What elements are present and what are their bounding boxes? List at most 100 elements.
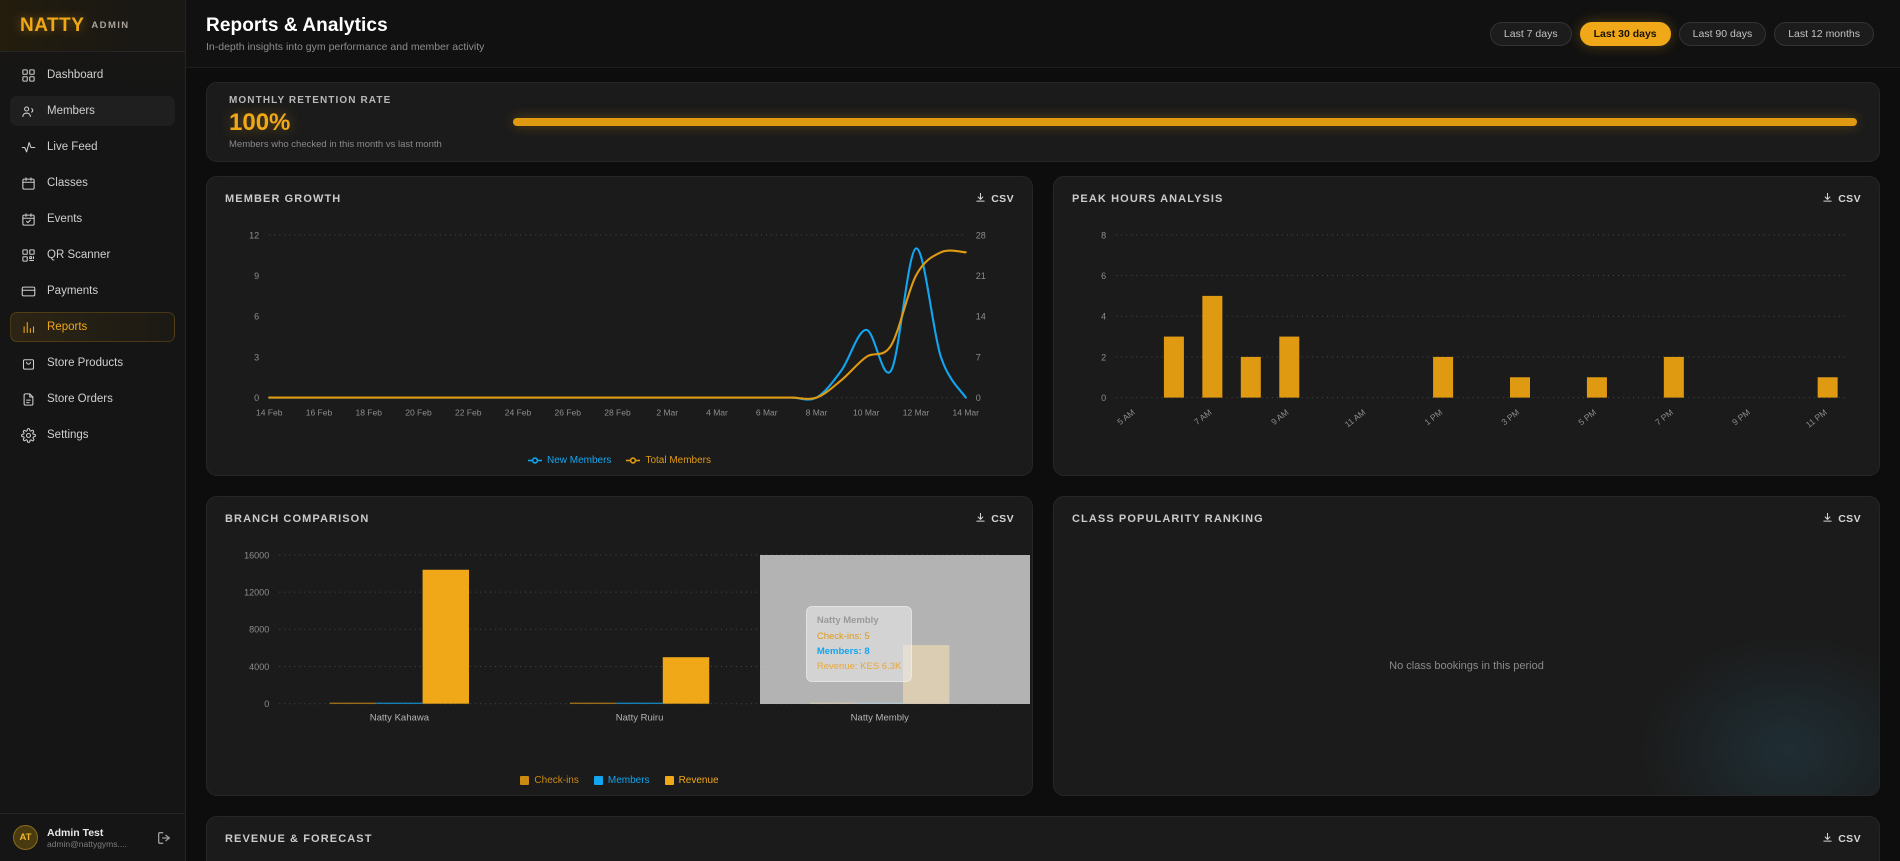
content-scroll: MONTHLY RETENTION RATE 100% Members who … xyxy=(186,68,1900,861)
svg-text:20 Feb: 20 Feb xyxy=(405,408,432,418)
sidebar: NATTY ADMIN Dashboard Members Live Feed Cla… xyxy=(0,0,186,861)
svg-text:3: 3 xyxy=(254,352,259,362)
grid-icon xyxy=(21,68,36,83)
svg-text:3 PM: 3 PM xyxy=(1499,407,1521,427)
sidebar-item-store-products[interactable]: Store Products xyxy=(10,348,175,378)
download-icon xyxy=(1822,512,1833,526)
main-area: Reports & Analytics In-depth insights in… xyxy=(186,0,1900,861)
export-csv-button[interactable]: CSV xyxy=(975,192,1014,206)
charts-row-2: BRANCH COMPARISON CSV 0 4000 8000 12000 1600… xyxy=(206,496,1880,796)
empty-state-message: No class bookings in this period xyxy=(1389,660,1544,672)
logout-icon[interactable] xyxy=(156,830,172,846)
export-csv-button[interactable]: CSV xyxy=(1822,192,1861,206)
range-button-last-30-days[interactable]: Last 30 days xyxy=(1579,21,1671,46)
sidebar-nav: Dashboard Members Live Feed Classes Events QR… xyxy=(0,52,185,813)
member-growth-card: MEMBER GROWTH CSV 0 3 6 9 12 0 7 14 21 28 14 Feb 16… xyxy=(206,176,1033,476)
svg-text:6: 6 xyxy=(1101,271,1106,281)
svg-text:10 Mar: 10 Mar xyxy=(853,408,880,418)
download-icon xyxy=(975,192,986,206)
sidebar-item-label: Store Products xyxy=(47,357,124,369)
branch-comparison-card: BRANCH COMPARISON CSV 0 4000 8000 12000 1600… xyxy=(206,496,1033,796)
export-csv-button[interactable]: CSV xyxy=(975,512,1014,526)
sidebar-item-label: QR Scanner xyxy=(47,249,111,261)
legend-swatch xyxy=(520,776,530,785)
sidebar-item-settings[interactable]: Settings xyxy=(10,420,175,450)
legend-item-revenue[interactable]: Revenue xyxy=(664,775,719,786)
card-header: CLASS POPULARITY RANKING CSV xyxy=(1054,497,1879,526)
legend-label: Members xyxy=(607,775,650,786)
sidebar-item-label: Members xyxy=(47,105,95,117)
retention-label: MONTHLY RETENTION RATE xyxy=(229,94,392,106)
svg-text:Natty Membly: Natty Membly xyxy=(851,713,909,724)
range-button-last-7-days[interactable]: Last 7 days xyxy=(1489,21,1572,46)
legend-item-total-members[interactable]: Total Members xyxy=(626,455,711,466)
sidebar-item-reports[interactable]: Reports xyxy=(10,312,175,342)
member-growth-plot: 0 3 6 9 12 0 7 14 21 28 14 Feb 16 Feb 18 Feb 20 Feb 22… xyxy=(207,217,1032,475)
sidebar-item-label: Store Orders xyxy=(47,393,113,405)
svg-text:11 AM: 11 AM xyxy=(1343,407,1368,429)
svg-text:8 Mar: 8 Mar xyxy=(806,408,828,418)
sidebar-item-label: Classes xyxy=(47,177,88,189)
user-email: admin@nattygyms.... xyxy=(47,838,127,849)
svg-text:2: 2 xyxy=(1101,352,1106,362)
svg-text:24 Feb: 24 Feb xyxy=(505,408,532,418)
legend-item-check-ins[interactable]: Check-ins xyxy=(520,775,579,786)
svg-text:21: 21 xyxy=(976,271,986,281)
csv-label: CSV xyxy=(1838,833,1861,845)
svg-text:14 Feb: 14 Feb xyxy=(256,408,283,418)
sidebar-item-store-orders[interactable]: Store Orders xyxy=(10,384,175,414)
svg-text:0: 0 xyxy=(1101,393,1106,403)
csv-label: CSV xyxy=(991,513,1014,525)
sidebar-item-dashboard[interactable]: Dashboard xyxy=(10,60,175,90)
range-button-last-12-months[interactable]: Last 12 months xyxy=(1774,21,1874,46)
svg-text:5 AM: 5 AM xyxy=(1115,407,1136,427)
retention-value: 100% xyxy=(229,108,291,136)
card-title: REVENUE & FORECAST xyxy=(225,833,373,845)
sidebar-item-live-feed[interactable]: Live Feed xyxy=(10,132,175,162)
retention-progress-fill xyxy=(513,118,1857,126)
header-text-block: Reports & Analytics In-depth insights in… xyxy=(206,15,484,53)
svg-text:8000: 8000 xyxy=(249,625,269,635)
sidebar-item-events[interactable]: Events xyxy=(10,204,175,234)
shopping-bag-icon xyxy=(21,356,36,371)
user-name: Admin Test xyxy=(47,826,104,839)
card-title: MEMBER GROWTH xyxy=(225,193,342,205)
svg-text:9: 9 xyxy=(254,271,259,281)
svg-text:7 AM: 7 AM xyxy=(1192,407,1213,427)
csv-label: CSV xyxy=(991,193,1014,205)
legend-item-members[interactable]: Members xyxy=(593,775,650,786)
charts-row-1: MEMBER GROWTH CSV 0 3 6 9 12 0 7 14 21 28 14 Feb 16… xyxy=(206,176,1880,476)
retention-progress-track xyxy=(513,118,1857,126)
svg-text:0: 0 xyxy=(976,393,981,403)
sidebar-item-label: Settings xyxy=(47,429,89,441)
svg-text:7: 7 xyxy=(976,352,981,362)
sidebar-item-qr-scanner[interactable]: QR Scanner xyxy=(10,240,175,270)
peak-hours-plot: 0 2 4 6 8 5 AM 7 AM 9 AM 11 AM 1 PM 3 PM 5 PM 7 PM 9 … xyxy=(1054,217,1879,475)
sidebar-item-classes[interactable]: Classes xyxy=(10,168,175,198)
card-header: PEAK HOURS ANALYSIS CSV xyxy=(1054,177,1879,206)
credit-card-icon xyxy=(21,284,36,299)
csv-label: CSV xyxy=(1838,513,1861,525)
export-csv-button[interactable]: CSV xyxy=(1822,512,1861,526)
export-csv-button[interactable]: CSV xyxy=(1822,832,1861,846)
activity-icon xyxy=(21,140,36,155)
legend-line-marker xyxy=(626,456,641,465)
svg-text:1 PM: 1 PM xyxy=(1422,407,1444,427)
sidebar-item-members[interactable]: Members xyxy=(10,96,175,126)
svg-text:18 Feb: 18 Feb xyxy=(355,408,382,418)
svg-text:14 Mar: 14 Mar xyxy=(953,408,980,418)
legend-item-new-members[interactable]: New Members xyxy=(527,455,611,466)
range-button-last-90-days[interactable]: Last 90 days xyxy=(1678,21,1767,46)
svg-text:5 PM: 5 PM xyxy=(1576,407,1598,427)
brand-logo[interactable]: NATTY ADMIN xyxy=(0,0,185,52)
branch-comparison-plot: 0 4000 8000 12000 16000 Natty Kahawa Natty Rui… xyxy=(207,537,1032,795)
legend-label: Check-ins xyxy=(534,775,579,786)
svg-text:Natty Ruiru: Natty Ruiru xyxy=(616,713,664,724)
legend-label: Revenue xyxy=(678,775,719,786)
peak-hours-card: PEAK HOURS ANALYSIS CSV 0 2 4 6 8 5 AM 7 AM 9 A… xyxy=(1053,176,1880,476)
svg-text:9 PM: 9 PM xyxy=(1730,407,1752,427)
sidebar-item-payments[interactable]: Payments xyxy=(10,276,175,306)
legend-line-marker xyxy=(527,456,542,465)
date-range-group: Last 7 days Last 30 days Last 90 days Last … xyxy=(1489,21,1874,46)
sidebar-item-label: Dashboard xyxy=(47,69,104,81)
